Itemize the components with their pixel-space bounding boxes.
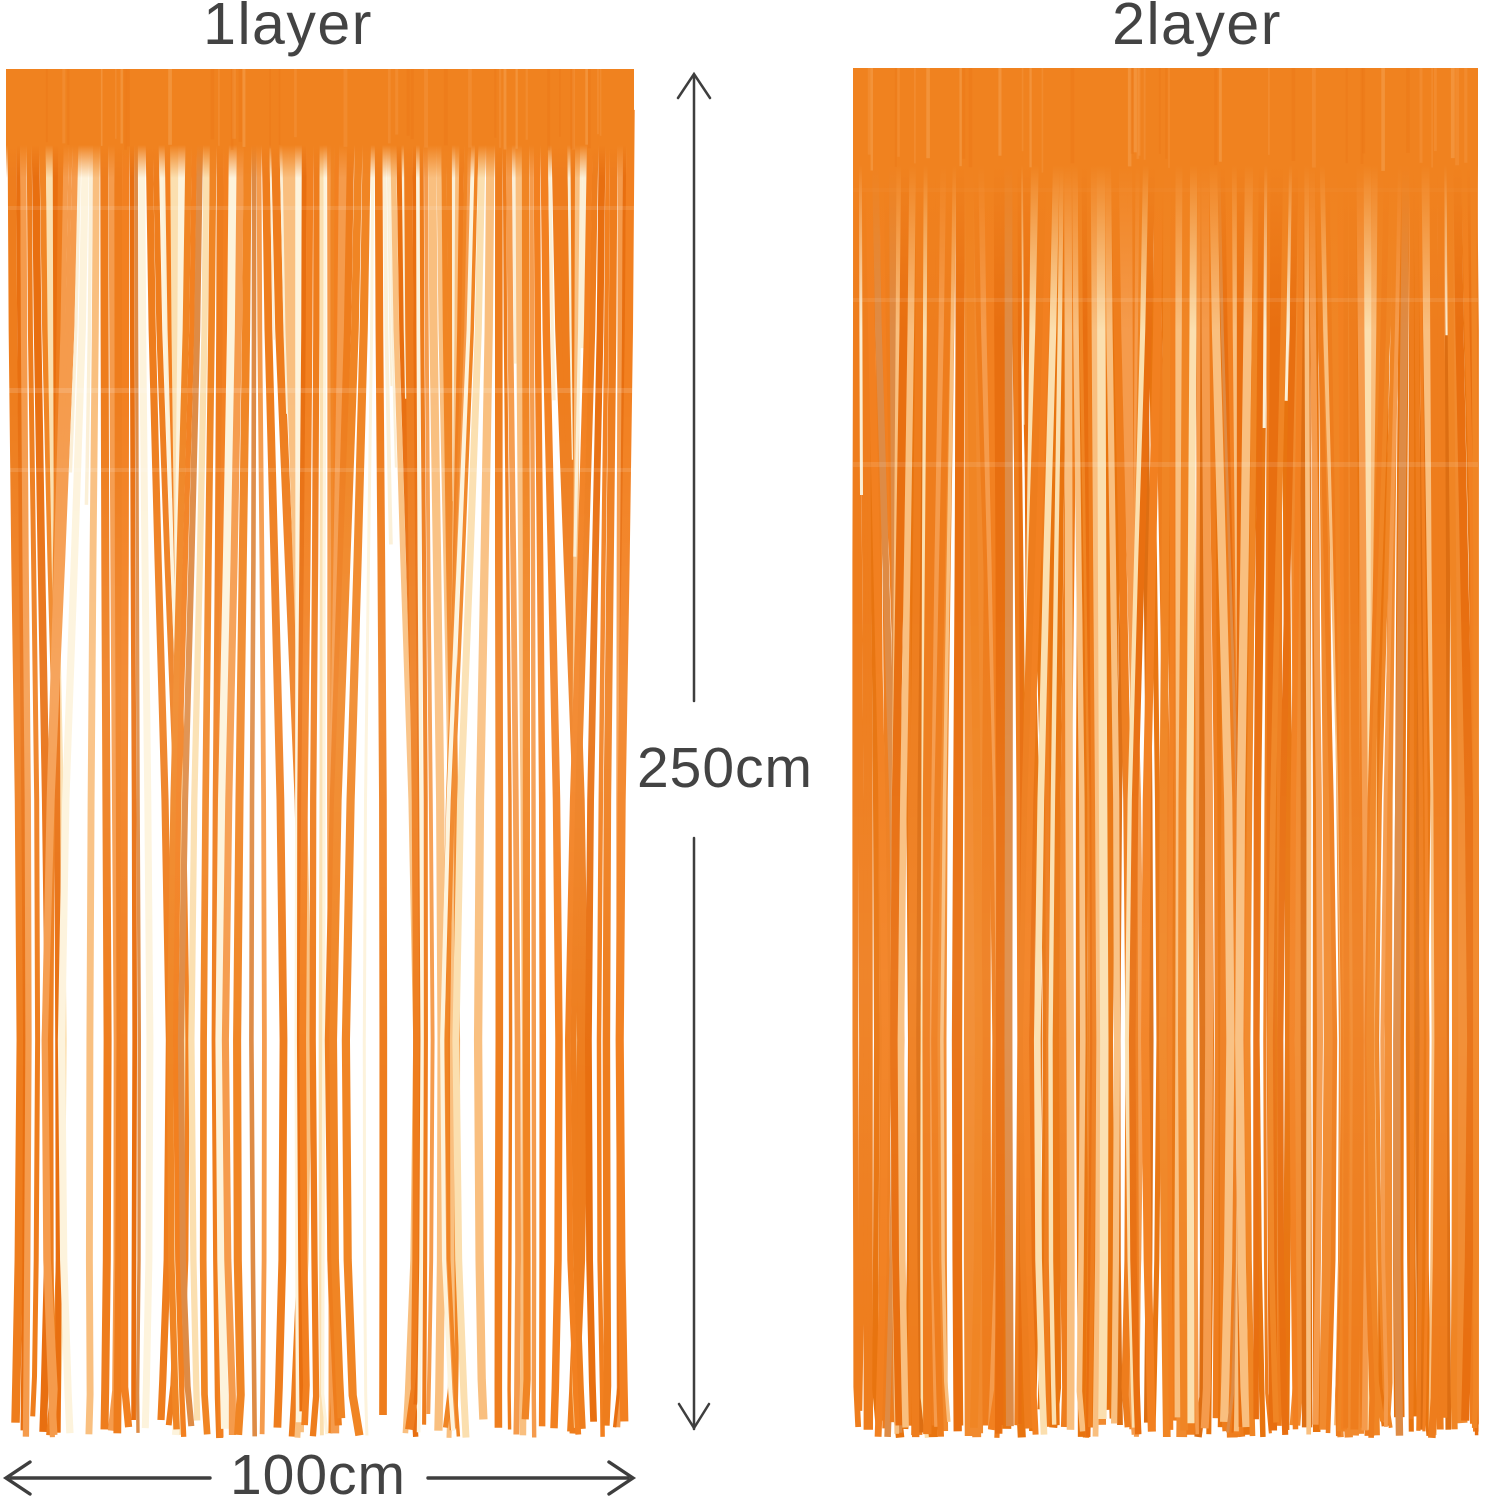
svg-text:1layer: 1layer — [203, 0, 373, 57]
svg-text:250cm: 250cm — [637, 736, 813, 800]
svg-text:2layer: 2layer — [1112, 0, 1282, 57]
svg-text:100cm: 100cm — [230, 1443, 406, 1500]
